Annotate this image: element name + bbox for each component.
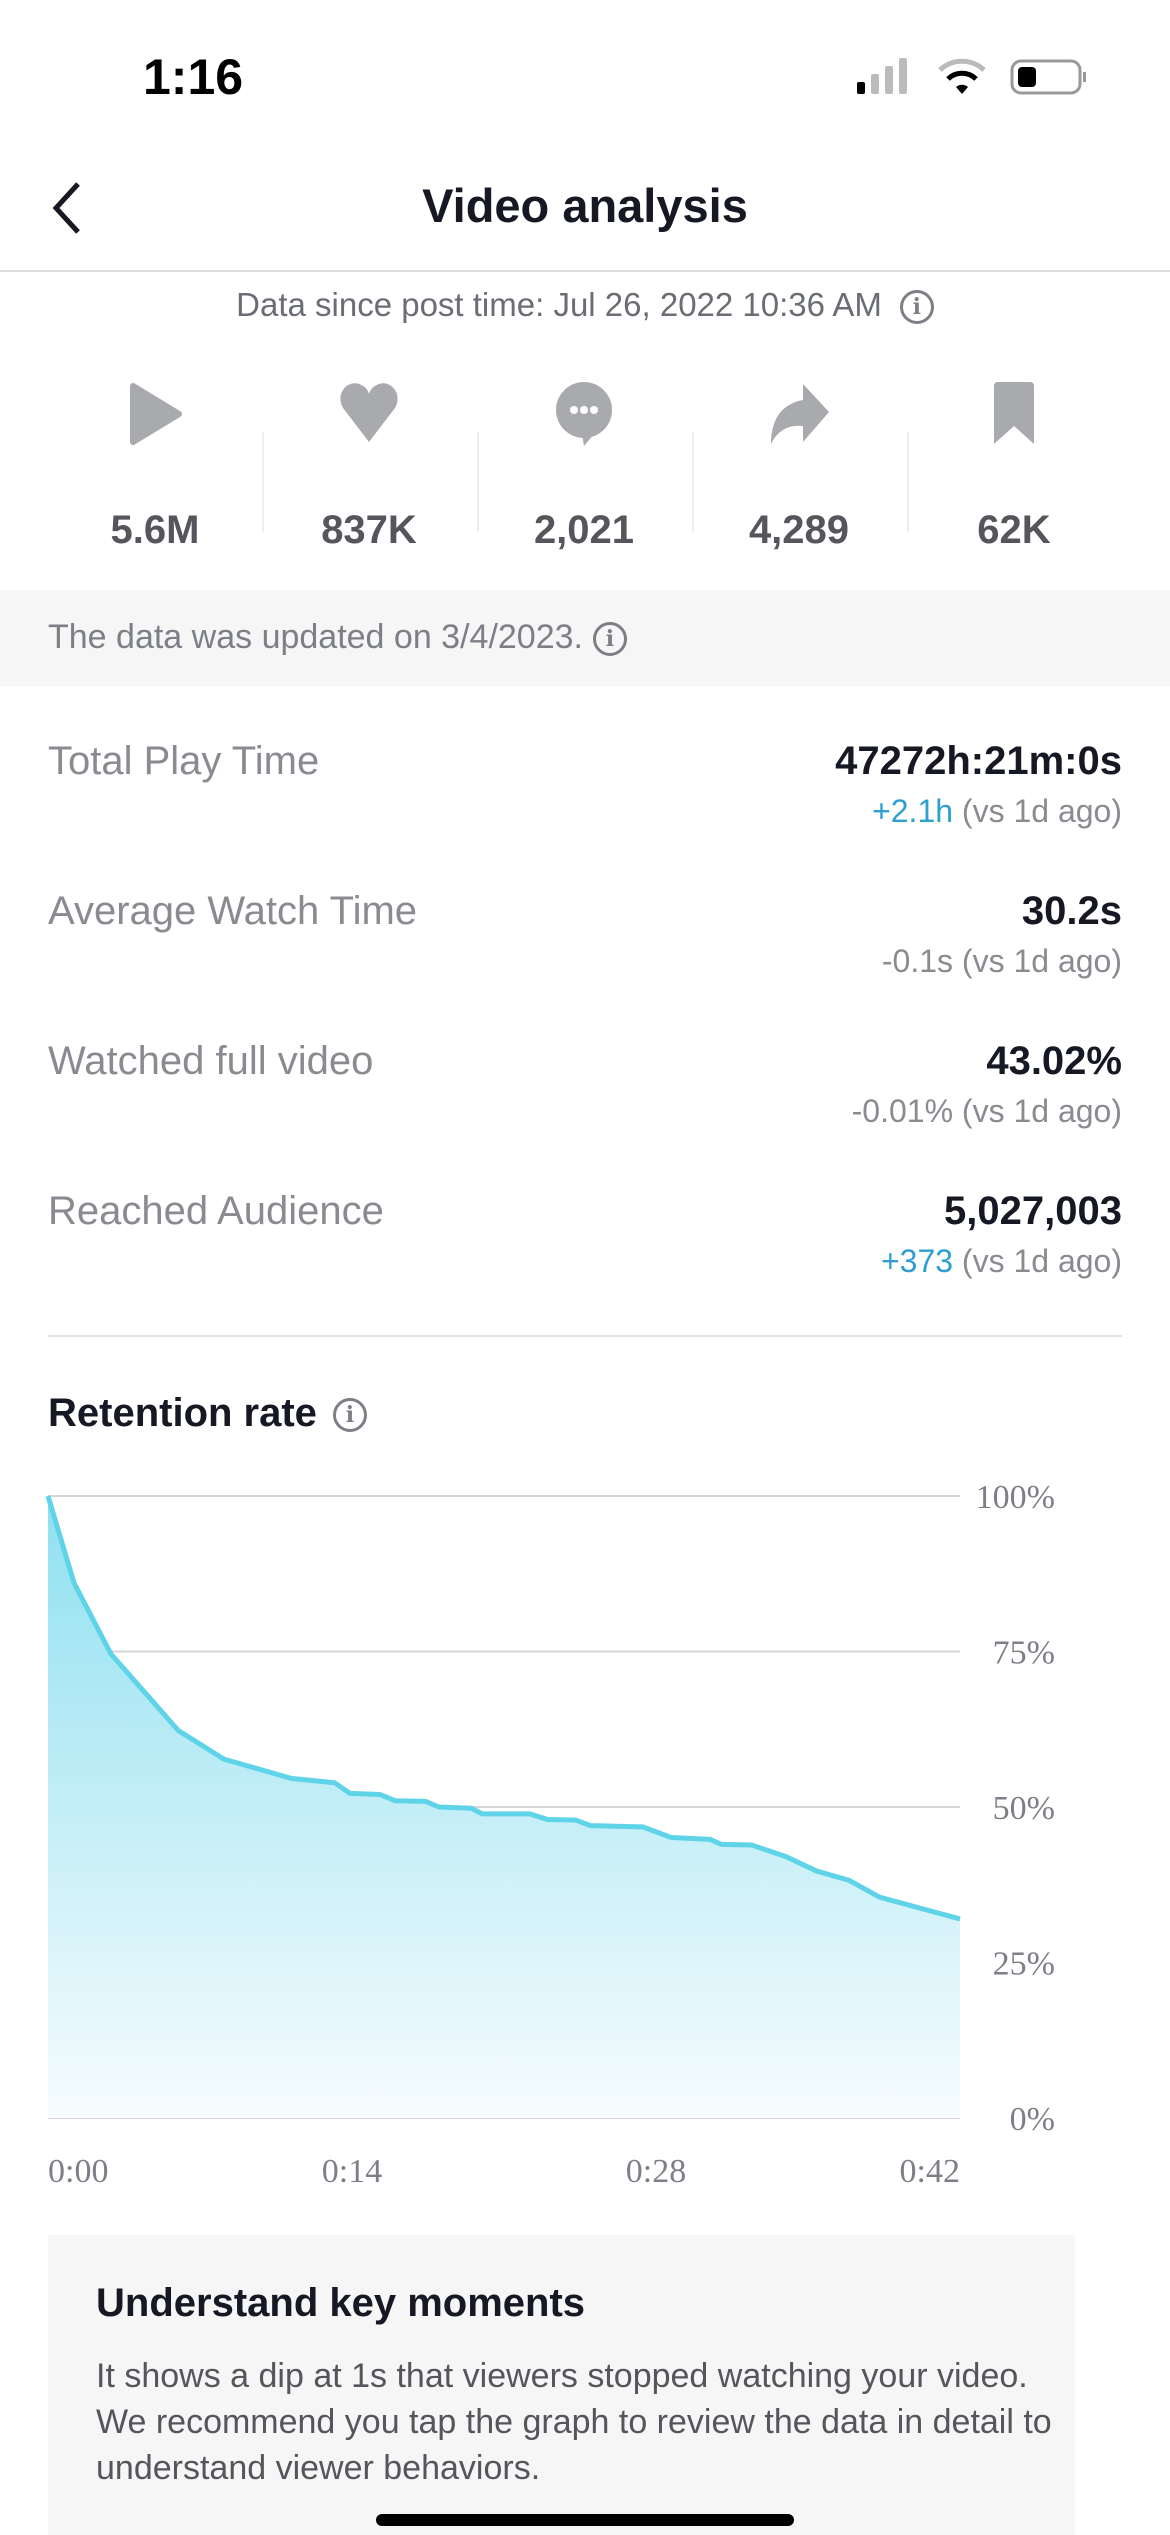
home-indicator[interactable] (376, 2514, 794, 2526)
metric-total-play-time: Total Play Time 47272h:21m:0s +2.1h (vs 1d… (48, 738, 1122, 838)
metric-value: 5,027,003 (944, 1189, 1122, 1233)
stat-shares: 4,289 (692, 380, 906, 554)
section-divider (48, 1335, 1122, 1337)
retention-line (45, 1495, 961, 1922)
divider (907, 432, 909, 532)
stat-value: 62K (977, 508, 1051, 552)
metric-compare: (vs 1d ago) (961, 1243, 1122, 1279)
status-time: 1:16 (143, 49, 244, 105)
metric-value: 47272h:21m:0s (835, 739, 1122, 783)
stat-comments: 2,021 (477, 380, 691, 554)
metric-average-watch-time: Average Watch Time 30.2s -0.1s (vs 1d ago) (48, 888, 1122, 988)
divider (262, 432, 264, 532)
page-title: Video analysis (422, 179, 748, 232)
metric-change: -0.1s (881, 943, 954, 979)
metric-label: Reached Audience (48, 1189, 384, 1233)
wifi-icon (938, 58, 986, 94)
metric-value: 30.2s (1021, 889, 1122, 933)
x-tick-label: 0:42 (900, 2153, 960, 2190)
retention-area (48, 1496, 960, 2118)
y-tick-label: 0% (1010, 2101, 1055, 2138)
battery-icon (1010, 59, 1086, 95)
retention-chart[interactable]: 100% 75% 50% 25% 0% 0:00 0:14 0:28 0:42 (0, 1470, 1170, 2210)
metric-label: Total Play Time (48, 739, 320, 783)
stat-likes: 837K (262, 380, 476, 554)
header-divider (0, 270, 1170, 272)
y-tick-label: 100% (976, 1479, 1055, 1516)
comment-icon (556, 382, 612, 446)
update-notice: The data was updated on 3/4/2023. i (0, 590, 1170, 686)
divider (692, 432, 694, 532)
key-moments-card: Understand key moments It shows a dip at … (48, 2235, 1075, 2535)
bookmark-icon (994, 382, 1034, 444)
metric-change: -0.01% (851, 1093, 954, 1129)
post-time-info: Data since post time: Jul 26, 2022 10:36… (0, 285, 1170, 325)
metric-reached-audience: Reached Audience 5,027,003 +373 (vs 1d ago… (48, 1188, 1122, 1288)
metric-change: +2.1h (872, 793, 954, 829)
stat-value: 2,021 (533, 508, 635, 552)
info-icon[interactable]: i (332, 1398, 367, 1433)
play-icon (130, 383, 182, 445)
status-icons (857, 58, 1086, 95)
back-button[interactable] (48, 178, 88, 238)
card-text: It shows a dip at 1s that viewers stoppe… (96, 2357, 1052, 2487)
metric-compare: (vs 1d ago) (961, 1093, 1122, 1129)
info-icon[interactable]: i (899, 290, 934, 325)
retention-title-text: Retention rate (48, 1391, 317, 1435)
stat-views: 5.6M (48, 380, 262, 554)
post-time-text: Data since post time: Jul 26, 2022 10:36… (236, 286, 882, 323)
x-tick-label: 0:00 (48, 2153, 108, 2190)
metric-label: Watched full video (48, 1039, 374, 1083)
retention-title: Retention rate i (48, 1388, 367, 1438)
metric-compare: (vs 1d ago) (961, 793, 1122, 829)
y-tick-label: 50% (993, 1790, 1055, 1827)
stat-favorites: 62K (907, 380, 1121, 554)
metric-watched-full-video: Watched full video 43.02% -0.01% (vs 1d ag… (48, 1038, 1122, 1138)
heart-icon (340, 383, 398, 442)
y-tick-label: 25% (993, 1946, 1055, 1983)
stat-value: 5.6M (110, 508, 200, 552)
metric-change: +373 (880, 1243, 954, 1279)
metric-compare: (vs 1d ago) (961, 943, 1122, 979)
stat-value: 4,289 (748, 508, 850, 552)
share-icon (771, 384, 829, 444)
metric-value: 43.02% (986, 1039, 1122, 1083)
info-icon[interactable]: i (592, 622, 627, 657)
x-tick-label: 0:14 (322, 2153, 382, 2190)
stat-value: 837K (321, 508, 417, 552)
signal-icon (857, 58, 907, 94)
card-title: Understand key moments (96, 2281, 586, 2325)
y-tick-label: 75% (993, 1635, 1055, 1672)
metric-label: Average Watch Time (48, 889, 418, 933)
update-text: The data was updated on 3/4/2023. (48, 618, 583, 656)
x-tick-label: 0:28 (626, 2153, 686, 2190)
divider (477, 432, 479, 532)
